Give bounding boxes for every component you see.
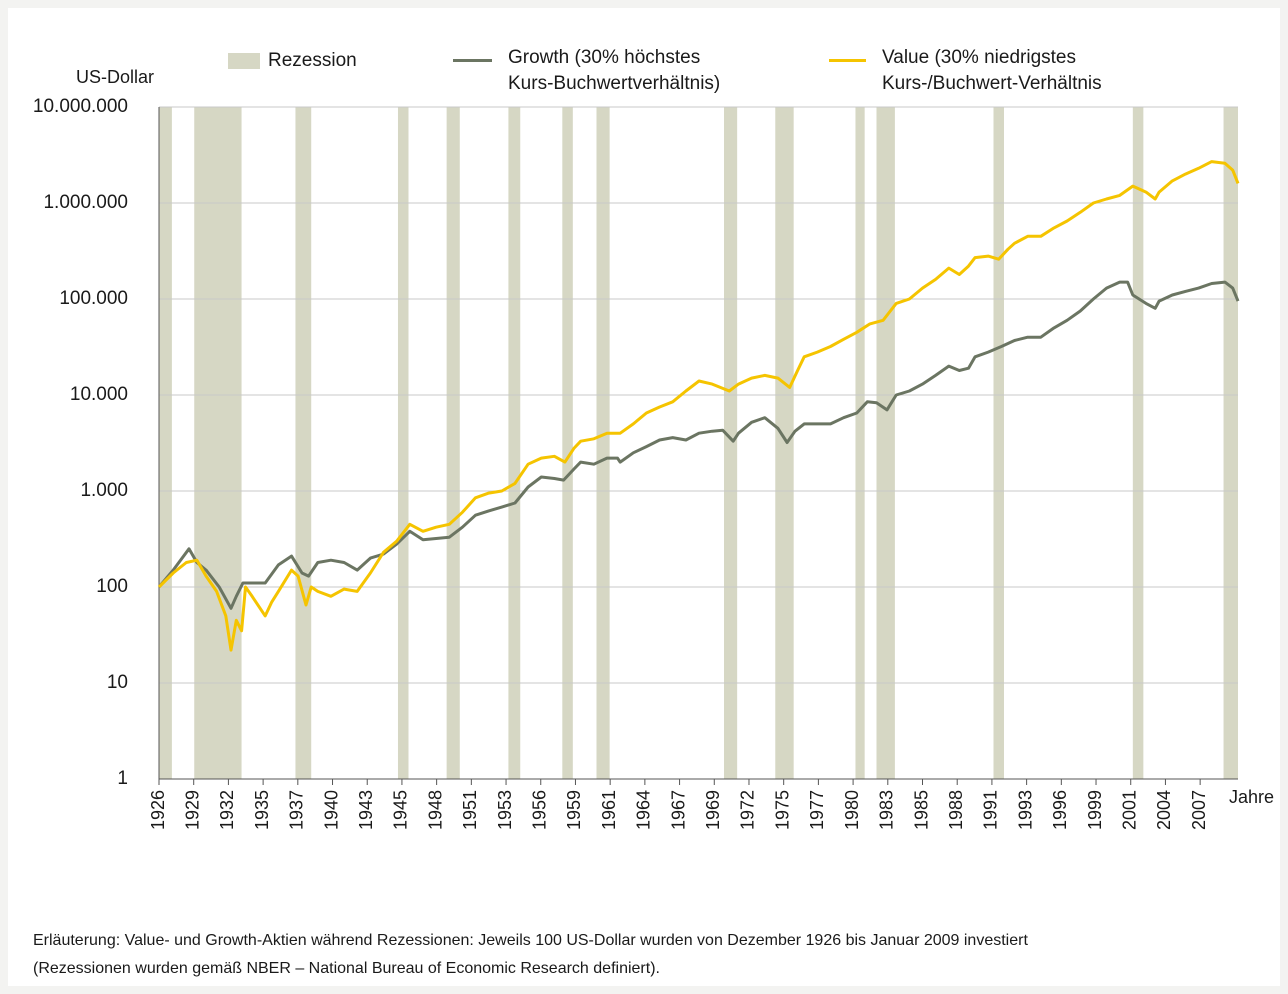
y-tick-label: 100.000 (59, 288, 128, 309)
x-tick-label: 1953 (495, 790, 515, 830)
x-tick-label: 1991 (981, 790, 1001, 830)
x-tick-label: 1940 (321, 790, 341, 830)
x-tick-label: 2007 (1189, 790, 1209, 830)
y-tick-label: 1.000 (80, 480, 128, 501)
y-tick-label: 10 (107, 672, 128, 693)
recession-band (724, 107, 738, 779)
x-tick-label: 1956 (530, 790, 550, 830)
x-tick-label: 1951 (460, 790, 480, 830)
recession-band (295, 107, 312, 779)
y-axis-label: US-Dollar (76, 67, 154, 87)
series-line (157, 280, 1240, 610)
x-tick-label: 1959 (564, 790, 584, 830)
y-tick-label: 10.000.000 (33, 96, 128, 117)
y-tick-label: 100 (96, 576, 128, 597)
x-tick-label: 1948 (425, 790, 445, 830)
y-tick-label: 10.000 (70, 384, 128, 405)
recession-band (508, 107, 521, 779)
recession-band (194, 107, 242, 779)
recession-band (446, 107, 460, 779)
x-tick-label: 1969 (703, 790, 723, 830)
legend-label: Growth (30% höchstes Kurs-Buchwertverhäl… (508, 47, 721, 94)
x-tick-label: 1996 (1050, 790, 1070, 830)
series-line (157, 160, 1240, 652)
recession-band (397, 107, 409, 779)
legend-line (829, 59, 866, 62)
recession-band (876, 107, 895, 779)
y-tick-label: 1 (117, 768, 128, 789)
legend-label: Rezession (268, 50, 357, 71)
x-tick-label: 1975 (772, 790, 792, 830)
recession-band (775, 107, 794, 779)
x-tick-label: 1983 (877, 790, 897, 830)
x-tick-label: 1967 (668, 790, 688, 830)
x-tick-label: 1988 (946, 790, 966, 830)
x-tick-label: 1932 (217, 790, 237, 830)
x-tick-label: 1943 (356, 790, 376, 830)
recession-band (562, 107, 573, 779)
x-axis-label: Jahre (1229, 787, 1274, 807)
legend-label: Value (30% niedrigstes Kurs-/Buchwert-Ve… (882, 47, 1102, 94)
y-tick-label: 1.000.000 (43, 192, 128, 213)
x-tick-label: 1937 (287, 790, 307, 830)
x-tick-label: 1980 (842, 790, 862, 830)
legend-swatch (228, 53, 260, 69)
x-tick-label: 1961 (599, 790, 619, 830)
x-tick-label: 1964 (634, 790, 654, 830)
x-tick-label: 2004 (1154, 790, 1174, 830)
x-tick-label: 1929 (182, 790, 202, 830)
x-tick-label: 2001 (1119, 790, 1139, 830)
x-tick-label: 1935 (252, 790, 272, 830)
recession-band (993, 107, 1005, 779)
x-tick-label: 1945 (391, 790, 411, 830)
x-tick-label: 1926 (148, 790, 168, 830)
footnote: Erläuterung: Value- und Growth-Aktien wä… (33, 932, 1028, 949)
recession-band (1223, 107, 1238, 779)
recession-band (855, 107, 865, 779)
x-tick-label: 1977 (807, 790, 827, 830)
footnote: (Rezessionen wurden gemäß NBER – Nationa… (33, 960, 660, 977)
x-tick-label: 1972 (738, 790, 758, 830)
recession-band (1132, 107, 1144, 779)
recession-band (596, 107, 610, 779)
recession-band (158, 107, 172, 779)
legend-line (453, 59, 492, 62)
x-tick-label: 1993 (1015, 790, 1035, 830)
x-tick-label: 1985 (911, 790, 931, 830)
x-tick-label: 1999 (1085, 790, 1105, 830)
